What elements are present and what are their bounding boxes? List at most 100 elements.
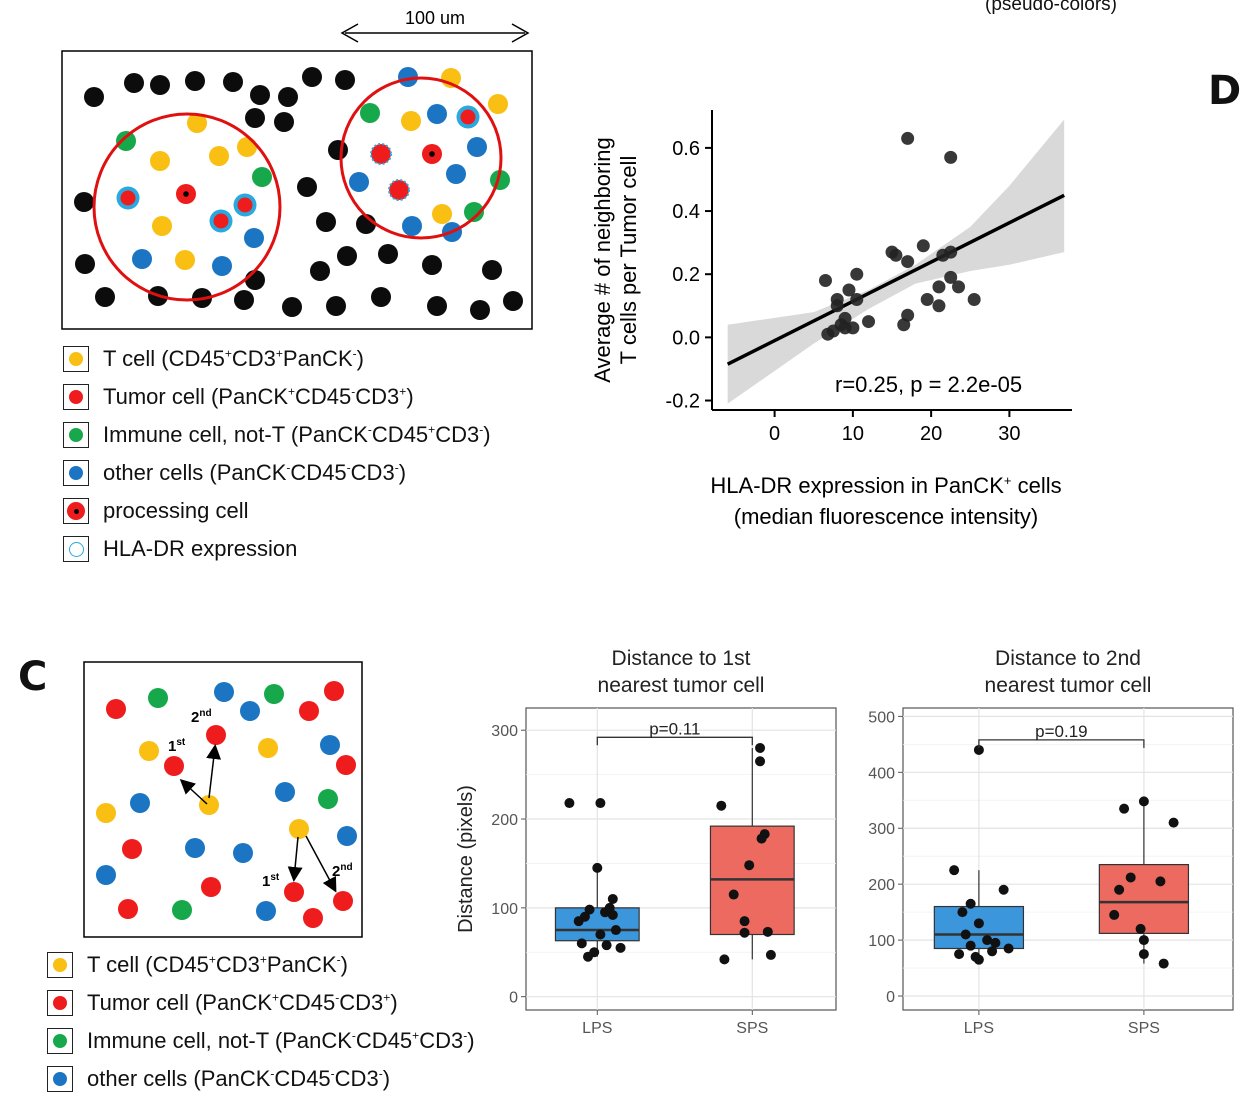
other-cell bbox=[402, 216, 422, 236]
data-point bbox=[1168, 817, 1179, 828]
data-point bbox=[897, 318, 911, 332]
x-tick-label: LPS bbox=[582, 1020, 612, 1037]
y-tick-label: 400 bbox=[868, 765, 895, 782]
data-point bbox=[755, 742, 766, 753]
x-tick-label: 10 bbox=[842, 423, 864, 445]
data-point bbox=[592, 862, 603, 873]
other-cell bbox=[467, 137, 487, 157]
legend-cell-types-c: T cell (CD45+CD3+PanCK-) Tumor cell (PanC… bbox=[47, 946, 475, 1098]
legend-item: other cells (PanCK-CD45-CD3-) bbox=[63, 454, 491, 492]
data-point bbox=[1003, 943, 1014, 954]
data-point bbox=[762, 926, 773, 937]
legend-item: Immune cell, not-T (PanCK-CD45+CD3-) bbox=[63, 416, 491, 454]
tumor-cell bbox=[164, 756, 184, 776]
immune-cell bbox=[318, 789, 338, 809]
data-point bbox=[850, 292, 864, 306]
neighborhood-circle-right bbox=[339, 76, 503, 240]
legend-label: processing cell bbox=[103, 498, 249, 523]
tumor-cell bbox=[299, 701, 319, 721]
tumor-cell bbox=[118, 899, 138, 919]
hla-dr-ring bbox=[388, 179, 410, 201]
box bbox=[1098, 863, 1190, 934]
data-point bbox=[756, 833, 767, 844]
data-point bbox=[967, 292, 981, 306]
y-axis-label: Distance (pixels) bbox=[455, 785, 477, 933]
unselected-cell bbox=[427, 296, 447, 316]
data-point bbox=[607, 909, 618, 920]
data-point bbox=[916, 239, 930, 253]
legend-item: T cell (CD45+CD3+PanCK-) bbox=[47, 946, 475, 984]
box-plot-title-line1: Distance to 2nd bbox=[995, 647, 1141, 670]
legend-label: HLA-DR expression bbox=[103, 536, 298, 561]
y-tick-label: 300 bbox=[868, 821, 895, 838]
t-cell bbox=[289, 819, 309, 839]
data-point bbox=[739, 916, 750, 927]
other-cell bbox=[130, 793, 150, 813]
legend-marker bbox=[63, 422, 89, 448]
tumor-cell bbox=[324, 681, 344, 701]
legend-marker bbox=[63, 384, 89, 410]
other-cell bbox=[212, 256, 232, 276]
data-point bbox=[716, 800, 727, 811]
t-cell bbox=[150, 151, 170, 171]
hla-dr-ring bbox=[370, 143, 392, 165]
data-point bbox=[589, 947, 600, 958]
cell-neighborhood-diagram: 100 um bbox=[61, 8, 533, 330]
data-point bbox=[1114, 884, 1125, 895]
unselected-cell bbox=[278, 87, 298, 107]
y-tick-label: 0.2 bbox=[672, 264, 700, 286]
y-tick-label: 0 bbox=[886, 989, 895, 1006]
immune-cell bbox=[252, 167, 272, 187]
data-point bbox=[901, 131, 915, 145]
confidence-band bbox=[727, 119, 1065, 404]
y-axis-label-line1: Average # of neighboring bbox=[590, 137, 615, 382]
data-point bbox=[920, 292, 934, 306]
y-tick-label: 200 bbox=[491, 812, 518, 829]
unselected-cell bbox=[250, 85, 270, 105]
unselected-cell bbox=[482, 260, 502, 280]
t-cell bbox=[488, 94, 508, 114]
processing-cell-core bbox=[429, 151, 435, 157]
box-plot-second-nearest: Distance to 2nd nearest tumor cell 0 100 200… bbox=[868, 647, 1234, 1037]
tumor-cell bbox=[201, 877, 221, 897]
t-cell bbox=[258, 738, 278, 758]
data-point bbox=[901, 255, 915, 269]
t-cell bbox=[152, 216, 172, 236]
box-plot-title-line1: Distance to 1st bbox=[612, 647, 751, 670]
legend-marker bbox=[63, 498, 89, 524]
unselected-cell bbox=[316, 212, 336, 232]
legend-label: Tumor cell (PanCK+CD45-CD3+) bbox=[103, 384, 414, 409]
data-point bbox=[1158, 958, 1169, 969]
unselected-cell bbox=[185, 71, 205, 91]
y-tick-label: 100 bbox=[868, 933, 895, 950]
data-point bbox=[982, 935, 993, 946]
data-point bbox=[932, 299, 946, 313]
y-tick-label: 0 bbox=[509, 990, 518, 1007]
other-cell bbox=[185, 838, 205, 858]
label-second-bottom: 2nd bbox=[332, 862, 353, 880]
tumor-cell bbox=[333, 891, 353, 911]
tumor-cell bbox=[106, 699, 126, 719]
immune-cell bbox=[148, 688, 168, 708]
legend-item: Immune cell, not-T (PanCK-CD45+CD3-) bbox=[47, 1022, 475, 1060]
tumor-cell bbox=[303, 908, 323, 928]
label-first-top: 1st bbox=[168, 737, 186, 755]
t-cell bbox=[187, 113, 207, 133]
legend-label: Immune cell, not-T (PanCK-CD45+CD3-) bbox=[87, 1028, 475, 1053]
legend-item: T cell (CD45+CD3+PanCK-) bbox=[63, 340, 491, 378]
processing-cell-core bbox=[183, 191, 189, 197]
tumor-cell bbox=[460, 109, 476, 125]
unselected-cell bbox=[282, 297, 302, 317]
unselected-cell bbox=[503, 291, 523, 311]
data-point bbox=[615, 942, 626, 953]
data-point bbox=[965, 898, 976, 909]
other-cell bbox=[349, 172, 369, 192]
other-cell bbox=[244, 228, 264, 248]
data-point bbox=[1125, 872, 1136, 883]
unselected-cell bbox=[245, 270, 265, 290]
x-axis-label-line1: HLA-DR expression in PanCK+ cells bbox=[710, 473, 1061, 498]
unselected-cell bbox=[124, 73, 144, 93]
y-tick-label: 0.6 bbox=[672, 138, 700, 160]
x-tick-label: 0 bbox=[769, 423, 780, 445]
other-cell bbox=[337, 826, 357, 846]
